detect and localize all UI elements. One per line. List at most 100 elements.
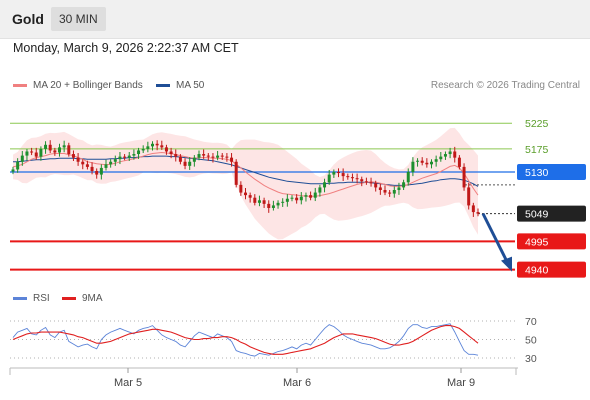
candle bbox=[397, 187, 401, 190]
projection-arrow bbox=[481, 212, 509, 263]
candle bbox=[225, 156, 229, 158]
candle bbox=[467, 187, 471, 206]
candle bbox=[453, 151, 457, 158]
candle bbox=[99, 167, 103, 175]
candle bbox=[262, 200, 266, 204]
candle bbox=[53, 150, 57, 153]
candle bbox=[281, 201, 285, 203]
candle bbox=[71, 154, 75, 158]
header-bar: Gold 30 MIN bbox=[0, 0, 590, 39]
legend-9ma-label: 9MA bbox=[82, 293, 103, 304]
ma50-swatch bbox=[156, 84, 170, 87]
candle bbox=[309, 195, 313, 198]
ma9-swatch bbox=[62, 297, 76, 300]
candle bbox=[239, 184, 243, 193]
candle bbox=[346, 176, 350, 178]
legend-ma20-label: MA 20 + Bollinger Bands bbox=[33, 80, 143, 91]
candle bbox=[350, 177, 354, 179]
level-label-5049: 5049 bbox=[525, 209, 549, 221]
candle bbox=[160, 145, 164, 148]
candle bbox=[151, 143, 154, 147]
candle bbox=[374, 183, 378, 188]
level-label-5225: 5225 bbox=[525, 118, 549, 130]
candle bbox=[406, 172, 410, 183]
candle bbox=[95, 171, 99, 175]
candle bbox=[25, 151, 29, 156]
candle bbox=[211, 156, 215, 158]
candle bbox=[295, 197, 299, 201]
candle bbox=[90, 166, 94, 171]
rsi-series-9ma bbox=[12, 325, 479, 355]
candle bbox=[206, 155, 210, 157]
candle bbox=[178, 156, 182, 162]
level-label-4995: 4995 bbox=[525, 236, 549, 248]
candle bbox=[360, 179, 364, 182]
rsi-tick-30: 30 bbox=[525, 353, 537, 365]
level-label-4940: 4940 bbox=[525, 265, 549, 277]
candle bbox=[30, 151, 34, 153]
candle bbox=[355, 178, 359, 180]
candle bbox=[392, 190, 396, 194]
candle bbox=[430, 161, 433, 165]
timeframe-badge[interactable]: 30 MIN bbox=[51, 7, 106, 31]
timestamp: Monday, March 9, 2026 2:22:37 AM CET bbox=[13, 41, 239, 55]
candle bbox=[220, 155, 224, 157]
projection-arrow-head bbox=[501, 256, 512, 272]
candle bbox=[439, 156, 443, 160]
candle bbox=[183, 161, 187, 166]
candle bbox=[364, 181, 368, 183]
candle bbox=[471, 205, 475, 213]
candle bbox=[253, 197, 257, 203]
legend-ma50-label: MA 50 bbox=[176, 80, 205, 91]
candle bbox=[257, 200, 261, 203]
candle bbox=[448, 151, 452, 155]
level-badge-5049 bbox=[517, 205, 586, 222]
level-label-5175: 5175 bbox=[525, 144, 549, 156]
rsi-tick-50: 50 bbox=[525, 335, 537, 347]
legend-9ma: 9MA bbox=[62, 293, 103, 304]
candle bbox=[202, 154, 206, 156]
level-label-5130: 5130 bbox=[525, 167, 549, 179]
candle bbox=[248, 195, 252, 198]
candle bbox=[11, 169, 15, 172]
level-badge-5130 bbox=[517, 164, 586, 181]
candle bbox=[58, 147, 61, 153]
x-tick-label: Mar 5 bbox=[114, 377, 142, 389]
candle bbox=[146, 146, 150, 149]
ma20-line bbox=[12, 151, 479, 197]
candle bbox=[411, 161, 415, 173]
ma50-line bbox=[13, 155, 479, 187]
candle bbox=[16, 161, 20, 170]
candle bbox=[369, 182, 373, 184]
candle bbox=[113, 159, 117, 162]
candle bbox=[388, 192, 392, 194]
legend-rsi-label: RSI bbox=[33, 293, 50, 304]
rsi-tick-70: 70 bbox=[525, 316, 537, 328]
candle bbox=[285, 198, 289, 202]
candle bbox=[327, 174, 331, 183]
candle bbox=[34, 152, 38, 157]
candle bbox=[299, 196, 303, 201]
legend-ma50: MA 50 bbox=[156, 80, 204, 91]
instrument-title: Gold bbox=[12, 11, 44, 27]
candle bbox=[234, 161, 238, 185]
x-tick-label: Mar 9 bbox=[447, 377, 475, 389]
candle bbox=[85, 164, 89, 167]
candle bbox=[141, 148, 145, 151]
candle bbox=[337, 172, 340, 174]
candle bbox=[244, 192, 247, 196]
candle bbox=[127, 155, 131, 158]
candle bbox=[276, 202, 280, 206]
candle bbox=[62, 145, 66, 148]
candle bbox=[197, 154, 201, 158]
candle bbox=[434, 159, 438, 162]
rsi-series-rsi bbox=[12, 323, 479, 357]
candle bbox=[216, 155, 220, 158]
candle bbox=[267, 203, 271, 208]
candle bbox=[462, 166, 466, 188]
candle bbox=[39, 148, 43, 157]
level-badge-4940 bbox=[517, 261, 586, 278]
candle bbox=[402, 182, 406, 188]
candle bbox=[420, 160, 424, 163]
